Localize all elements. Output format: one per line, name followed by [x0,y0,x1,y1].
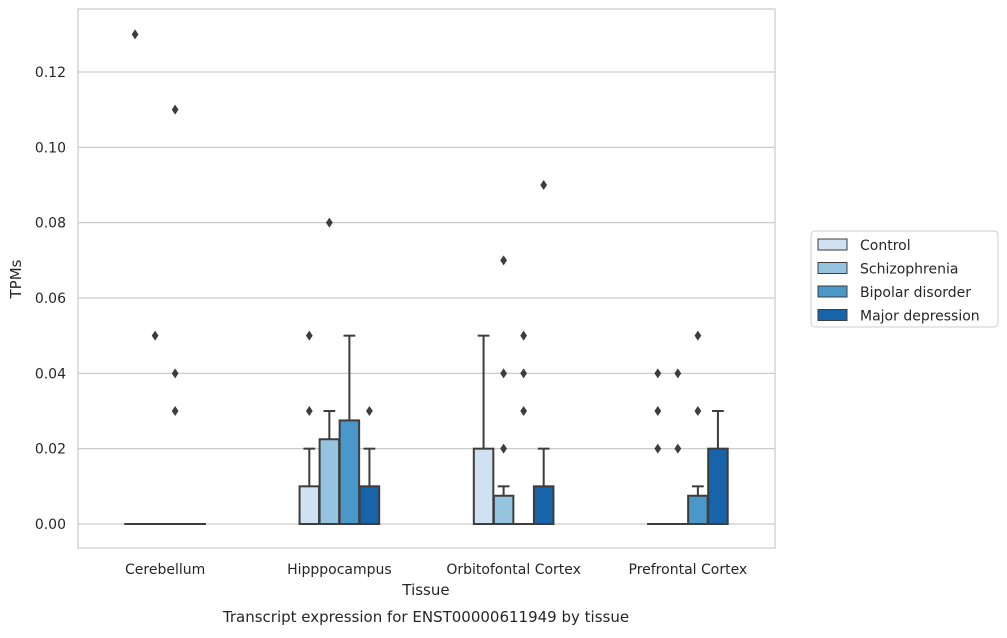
legend-swatch [818,286,847,297]
y-tick-label: 0.12 [35,65,66,81]
y-tick-label: 0.10 [35,140,66,156]
y-axis-label: TPMs [7,259,25,299]
x-tick-label: Hipppocampus [287,562,392,578]
y-tick-labels: 0.00 0.02 0.04 0.06 0.08 0.10 0.12 [35,65,66,533]
box [708,449,728,524]
x-axis-label: Tissue [401,581,449,599]
box [688,496,708,524]
x-tick-label: Cerebellum [125,562,205,578]
box [360,486,380,524]
y-tick-label: 0.08 [35,216,66,232]
legend: Control Schizophrenia Bipolar disorder Majo… [811,231,998,327]
y-tick-label: 0.04 [35,366,66,382]
x-tick-label: Orbitofontal Cortex [446,562,581,578]
y-tick-label: 0.02 [35,442,66,458]
chart-caption: Transcript expression for ENST0000061194… [222,608,629,626]
box [300,486,320,524]
box [534,486,554,524]
box [320,439,340,524]
legend-swatch [818,310,847,321]
legend-label: Schizophrenia [860,262,958,278]
x-tick-label: Prefrontal Cortex [629,562,748,578]
box [340,420,360,524]
x-tick-labels: Cerebellum Hipppocampus Orbitofontal Corte… [125,562,747,578]
plot-area [78,9,775,548]
y-tick-label: 0.00 [35,517,66,533]
y-tick-label: 0.06 [35,291,66,307]
box [474,449,494,524]
box [494,496,513,524]
legend-label: Bipolar disorder [860,285,971,301]
legend-label: Control [860,238,911,254]
legend-swatch [818,239,847,250]
legend-label: Major depression [860,309,980,325]
legend-swatch [818,263,847,274]
